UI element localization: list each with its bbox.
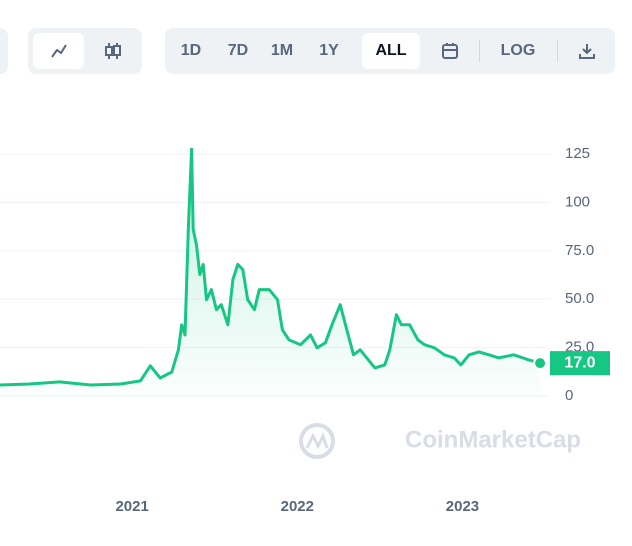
toolbar-edge — [0, 28, 8, 74]
y-tick-label: 75.0 — [565, 242, 594, 259]
range-button[interactable]: 1M — [270, 42, 294, 59]
log-button[interactable]: LOG — [500, 42, 536, 59]
divider — [557, 40, 558, 62]
x-tick-label: 2021 — [115, 498, 148, 515]
y-tick-label: 100 — [565, 194, 590, 211]
download-button[interactable] — [569, 33, 605, 69]
range-button[interactable]: ALL — [362, 33, 420, 69]
x-tick-label: 2023 — [446, 498, 479, 515]
watermark: CoinMarketCap — [405, 426, 581, 453]
y-tick-label: 0 — [565, 387, 573, 404]
chart-type-group — [28, 28, 142, 74]
line-chart-button[interactable] — [33, 33, 84, 69]
current-dot — [533, 356, 548, 371]
watermark-logo — [299, 423, 335, 459]
price-line — [0, 147, 541, 387]
current-label-box — [550, 351, 610, 376]
calendar-button[interactable] — [435, 33, 465, 69]
range-group: LOG 1D 7D 1M 1Y ALL — [165, 28, 615, 74]
area — [0, 149, 541, 396]
y-tick-label: 50.0 — [565, 290, 594, 307]
divider — [479, 40, 480, 62]
x-tick-label: 2022 — [281, 498, 314, 515]
range-button[interactable]: 1Y — [319, 42, 339, 59]
current-label: 17.0 — [564, 354, 595, 371]
y-tick-label: 125 — [565, 145, 590, 162]
range-button[interactable]: 7D — [227, 42, 249, 59]
range-button[interactable]: 1D — [180, 42, 202, 59]
candle-chart-button[interactable] — [88, 33, 138, 69]
